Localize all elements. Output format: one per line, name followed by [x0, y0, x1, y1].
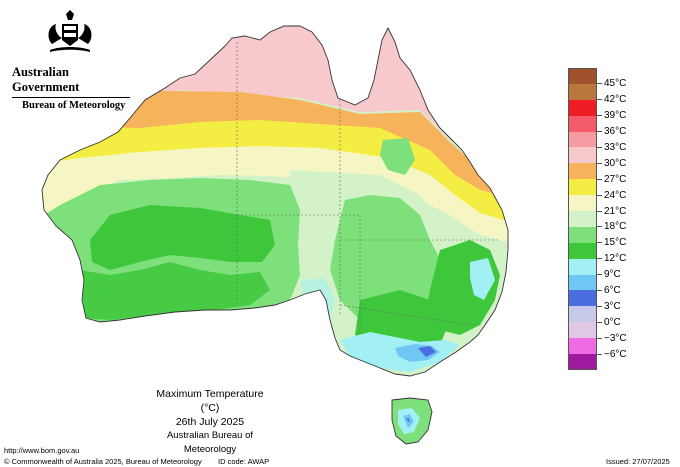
legend-swatch [568, 131, 597, 148]
legend-swatch [568, 274, 597, 291]
legend-swatch [568, 99, 597, 116]
legend-label: 45°C [604, 78, 627, 90]
legend-label: 3°C [604, 300, 621, 312]
legend-tick [597, 305, 602, 307]
legend-label: 21°C [604, 205, 627, 217]
map-date: 26th July 2025 [175, 416, 245, 428]
legend-item: 42°C [568, 83, 627, 105]
legend-tick [597, 289, 602, 291]
agency-name: Australian Government [12, 65, 80, 94]
coat-of-arms-icon [48, 10, 92, 52]
copyright-text: © Commonwealth of Australia 2025, Bureau… [4, 457, 202, 466]
map-title-block: Maximum Temperature (°C) 26th July 2025 … [150, 387, 270, 457]
legend-label: 39°C [604, 110, 627, 122]
legend-swatch [568, 211, 597, 227]
legend-swatch [568, 258, 597, 275]
legend-item: 30°C [568, 147, 627, 169]
legend-label: 0°C [604, 316, 621, 328]
legend-label: 33°C [604, 142, 627, 153]
legend-item: 0°C [568, 306, 627, 328]
legend-item: −6°C [568, 338, 627, 360]
legend-item: 21°C [568, 195, 627, 217]
legend-swatch [568, 68, 597, 84]
legend-tick [597, 131, 602, 133]
legend-label: 42°C [604, 94, 627, 106]
legend-item: 3°C [568, 290, 627, 312]
legend-swatch [568, 147, 597, 164]
legend-label: 9°C [604, 269, 621, 281]
legend-tick [597, 83, 602, 85]
map-title: Maximum Temperature (°C) [156, 388, 264, 414]
legend-tick [597, 178, 602, 180]
legend-item: 36°C [568, 115, 627, 137]
legend-label: 24°C [604, 189, 627, 201]
legend-item: 39°C [568, 99, 627, 121]
legend-tick [597, 226, 602, 228]
temperature-legend: 45°C 42°C 39°C 36°C 33°C 30°C 27°C 24°C 21°C 18°C… [568, 68, 627, 370]
legend-swatch [568, 83, 597, 100]
legend-swatch [568, 226, 597, 243]
legend-tick [597, 99, 602, 101]
legend-tick [597, 258, 602, 260]
legend-tick [597, 337, 602, 339]
id-code: ID code: AWAP [218, 457, 270, 466]
issued-date: Issued: 27/07/2025 [606, 457, 670, 466]
legend-item: 27°C [568, 163, 627, 185]
map-source: Australian Bureau of Meteorology [166, 430, 254, 455]
legend-item: 18°C [568, 211, 627, 232]
legend-tick [597, 146, 602, 148]
legend-swatch [568, 306, 597, 323]
legend-swatch [568, 163, 597, 180]
legend-item: −3°C [568, 322, 627, 344]
footer-bar: © Commonwealth of Australia 2025, Bureau… [0, 455, 680, 467]
legend-tick [597, 210, 602, 212]
legend-item: 45°C [568, 68, 627, 89]
legend-swatch [568, 242, 597, 259]
legend-swatch [568, 354, 597, 370]
legend-item: 12°C [568, 242, 627, 264]
legend-tick [597, 353, 602, 355]
legend-item: 33°C [568, 131, 627, 153]
legend-tick [597, 242, 602, 244]
legend-swatch [568, 195, 597, 212]
legend-item: 6°C [568, 274, 627, 296]
legend-tick [597, 162, 602, 164]
legend-label: −6°C [604, 348, 627, 360]
legend-swatch [568, 179, 597, 196]
bureau-name: Bureau of Meteorology [22, 100, 126, 111]
government-logo: Australian Government Bureau of Meteorol… [6, 10, 134, 111]
website-link[interactable]: http://www.bom.gov.au [4, 446, 80, 455]
legend-label: 27°C [604, 173, 627, 185]
legend-tick [597, 274, 602, 276]
legend-swatch [568, 115, 597, 132]
legend-item: 15°C [568, 226, 627, 248]
legend-label: 12°C [604, 253, 627, 265]
legend-swatch [568, 322, 597, 339]
legend-label: −3°C [604, 332, 627, 344]
legend-item [568, 354, 627, 370]
legend-label: 6°C [604, 285, 621, 297]
legend-tick [597, 321, 602, 323]
legend-item: 9°C [568, 258, 627, 280]
legend-label: 30°C [604, 157, 627, 169]
legend-tick [597, 115, 602, 117]
legend-item: 24°C [568, 179, 627, 201]
legend-swatch [568, 338, 597, 355]
legend-label: 15°C [604, 237, 627, 249]
legend-label: 18°C [604, 221, 627, 233]
logo-divider [12, 97, 130, 98]
legend-tick [597, 194, 602, 196]
legend-swatch [568, 290, 597, 307]
legend-label: 36°C [604, 126, 627, 138]
